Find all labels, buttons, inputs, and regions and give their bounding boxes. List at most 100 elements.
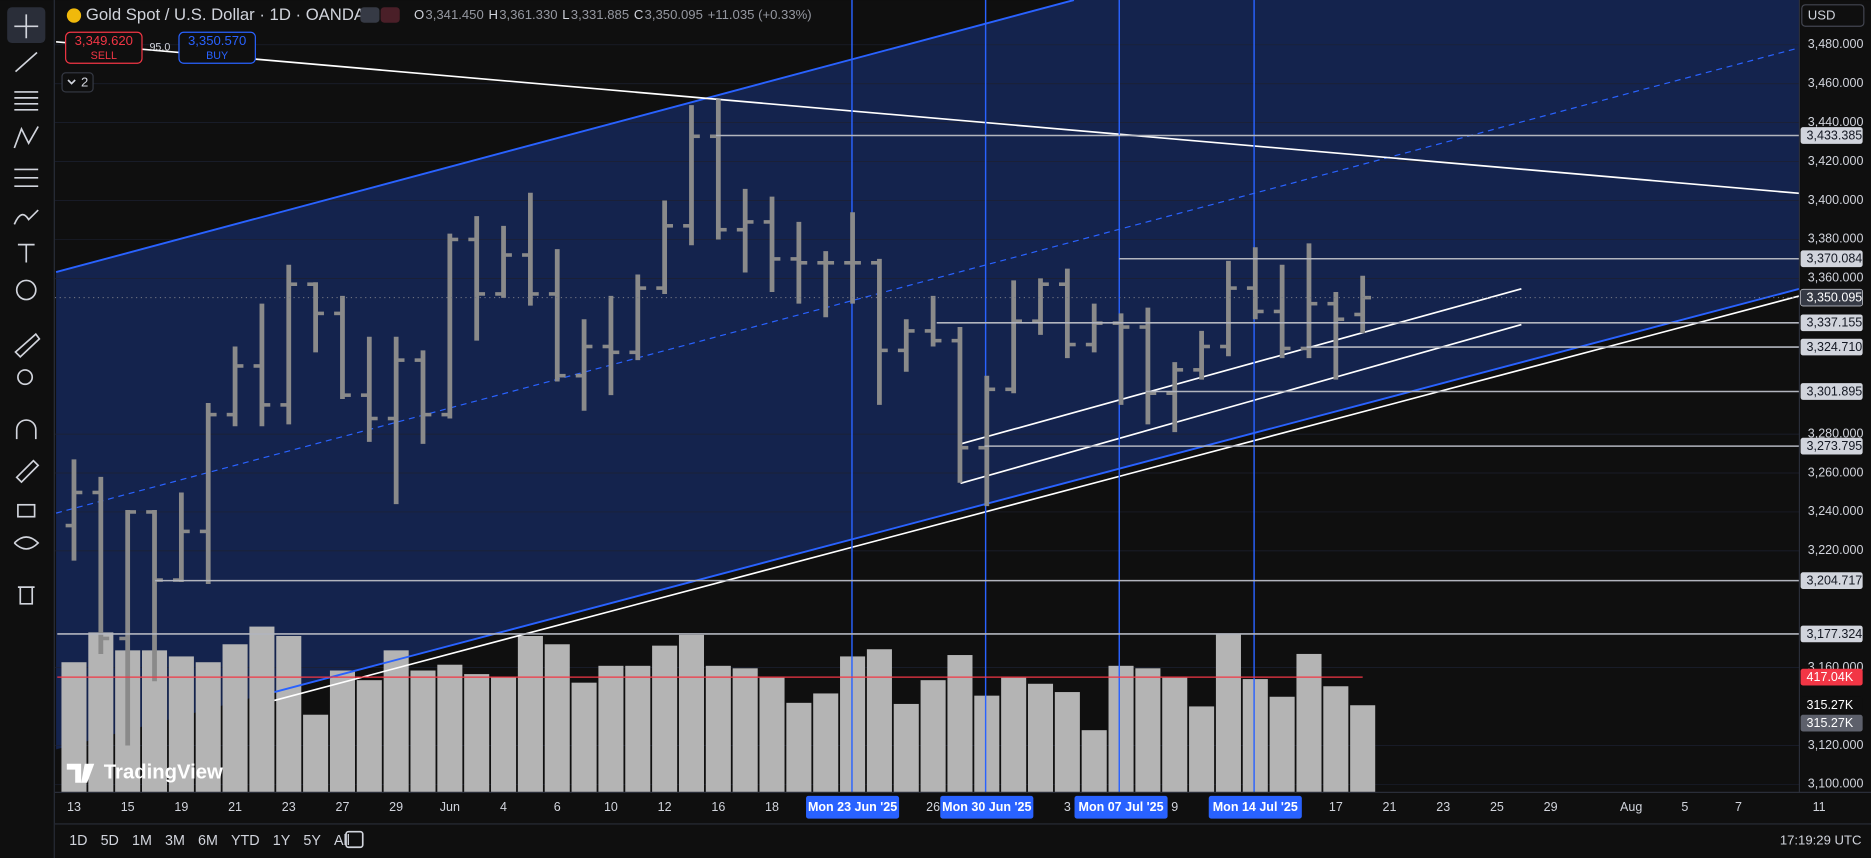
indicators-toggle[interactable] <box>61 72 94 93</box>
volume-marker <box>1800 668 1863 686</box>
x-tick-label: 25 <box>1490 800 1504 814</box>
x-tick-label: 7 <box>1735 800 1742 814</box>
channel-lower[interactable] <box>274 287 1800 694</box>
volume-bar <box>1135 668 1161 793</box>
text-tool[interactable] <box>17 243 35 263</box>
price-level-marker <box>1800 250 1863 268</box>
volume-marker <box>1800 714 1863 732</box>
volume-bar <box>1162 677 1188 793</box>
status-icon[interactable] <box>380 7 400 23</box>
volume-bar <box>1242 679 1268 793</box>
y-tick-label: 3,100.000 <box>1808 777 1864 791</box>
price-level-marker <box>1800 127 1863 144</box>
volume-bar <box>813 693 839 793</box>
watermark: TradingView <box>104 762 223 784</box>
volume-bar <box>1027 683 1054 793</box>
y-tick-label: 3,460.000 <box>1808 76 1864 90</box>
measure-tool[interactable] <box>14 332 41 358</box>
volume-bar <box>276 635 302 793</box>
ohlc-key: C <box>634 7 643 22</box>
y-tick-label: 3,380.000 <box>1808 232 1864 246</box>
brush-tool[interactable] <box>13 209 39 225</box>
timeframe-button[interactable]: YTD <box>231 833 260 849</box>
x-tick-label: Mon 30 Jun '25 <box>942 800 1031 814</box>
volume-bar <box>544 644 570 793</box>
buy-button[interactable] <box>178 31 256 64</box>
spread: 95.0 <box>149 42 170 54</box>
x-tick-label: 10 <box>604 800 618 814</box>
volume-marker-label: 315.27K <box>1807 698 1854 712</box>
symbol-title[interactable]: Gold Spot / U.S. Dollar · 1D · OANDA <box>86 5 366 24</box>
trend-line[interactable] <box>960 287 1522 445</box>
volume-marker-label: 417.04K <box>1807 670 1854 684</box>
y-tick-label: 3,360.000 <box>1808 271 1864 285</box>
status-icon[interactable] <box>360 7 380 23</box>
price-level-marker <box>1800 314 1863 332</box>
sell-button[interactable] <box>65 31 143 64</box>
volume-bar <box>678 634 705 793</box>
timeframe-button[interactable]: 1D <box>69 833 87 849</box>
volume-bar <box>249 626 275 793</box>
timeframe-button[interactable]: 5Y <box>303 833 321 849</box>
lock-tool[interactable] <box>17 503 36 518</box>
x-tick-label: 23 <box>1436 800 1450 814</box>
x-tick-label: 19 <box>174 800 188 814</box>
volume-bar <box>598 665 624 793</box>
trend-line[interactable] <box>274 295 1800 702</box>
x-tick-label: 13 <box>67 800 81 814</box>
volume-bar <box>383 650 409 793</box>
price-level-marker <box>1800 572 1863 589</box>
trend-line[interactable] <box>56 40 1800 195</box>
volume-bar <box>1189 706 1215 793</box>
volume-bar <box>1054 692 1080 793</box>
price-level-marker <box>1800 437 1863 455</box>
x-tick-label: 29 <box>1544 800 1558 814</box>
x-label-highlight <box>1074 795 1168 819</box>
timeframe-button[interactable]: 6M <box>198 833 218 849</box>
price-level-marker <box>1800 338 1863 356</box>
sell-price: 3,349.620 <box>75 33 133 48</box>
currency: USD <box>1808 8 1836 23</box>
delete-tool[interactable] <box>17 586 35 605</box>
price-level-label: 3,301.895 <box>1807 384 1863 398</box>
y-tick-label: 3,120.000 <box>1808 738 1864 752</box>
x-label-highlight <box>940 795 1034 819</box>
line-tool[interactable] <box>14 51 38 73</box>
timeframe-button[interactable]: 1M <box>132 833 152 849</box>
x-tick-label: 17 <box>1329 800 1343 814</box>
x-tick-label: 29 <box>389 800 403 814</box>
x-tick-label: 5 <box>1681 800 1688 814</box>
volume-bar <box>410 670 436 793</box>
lock-draw-tool[interactable] <box>15 459 40 484</box>
price-level-label: 3,337.155 <box>1807 316 1863 330</box>
ohlc-value: 3,350.095 <box>645 7 703 22</box>
crosshair-tool[interactable] <box>14 14 39 39</box>
magnet-tool[interactable] <box>15 419 37 440</box>
channel-fill <box>56 0 1800 750</box>
x-label-highlight <box>806 795 900 819</box>
chevron <box>67 79 76 85</box>
sell-label: SELL <box>91 50 117 62</box>
pattern-tool[interactable] <box>13 126 39 149</box>
timeframe-button[interactable]: 1Y <box>273 833 291 849</box>
x-tick-label: Aug <box>1620 800 1642 814</box>
date-range-button[interactable] <box>345 830 364 849</box>
trend-line[interactable] <box>960 323 1522 485</box>
channel-mid[interactable] <box>55 47 1800 514</box>
timeframe-button[interactable]: 5D <box>101 833 119 849</box>
timeframe-button[interactable]: 3M <box>165 833 185 849</box>
visibility-tool[interactable] <box>13 536 40 550</box>
fib-tool[interactable] <box>14 91 39 111</box>
forecast-tool[interactable] <box>14 168 39 188</box>
volume-bar <box>195 662 221 793</box>
emoji-tool[interactable] <box>15 279 37 301</box>
zoom-tool[interactable] <box>17 369 34 386</box>
y-tick-label: 3,220.000 <box>1808 543 1864 557</box>
x-tick-label: 15 <box>121 800 135 814</box>
currency-button[interactable] <box>1801 4 1865 27</box>
volume-marker-label: 315.27K <box>1807 716 1854 730</box>
channel-upper[interactable] <box>55 0 1075 274</box>
last-price-marker <box>1800 288 1864 307</box>
ohlc-key: O <box>414 7 424 22</box>
